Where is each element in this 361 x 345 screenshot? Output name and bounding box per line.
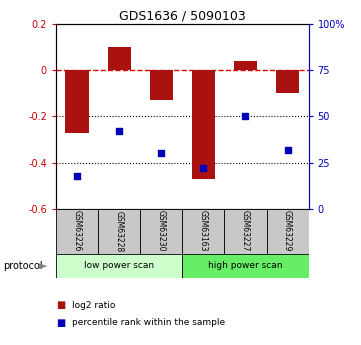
Text: protocol: protocol [4, 262, 43, 271]
Text: percentile rank within the sample: percentile rank within the sample [72, 318, 225, 327]
Bar [56, 254, 182, 278]
Text: GSM63163: GSM63163 [199, 210, 208, 252]
Bar [65, 70, 88, 132]
Bar [192, 70, 215, 179]
Point [158, 150, 164, 156]
Text: low power scan: low power scan [84, 261, 154, 270]
Bar [234, 61, 257, 70]
Point [285, 147, 291, 152]
Text: GSM63230: GSM63230 [157, 210, 166, 252]
Point [116, 128, 122, 134]
Text: GSM63227: GSM63227 [241, 210, 250, 252]
Bar [225, 209, 266, 254]
Point [243, 114, 248, 119]
Text: ►: ► [39, 262, 48, 271]
Bar [182, 254, 309, 278]
Bar [108, 47, 131, 70]
Point [200, 165, 206, 171]
Text: GSM63226: GSM63226 [73, 210, 82, 252]
Text: log2 ratio: log2 ratio [72, 301, 116, 310]
Bar [150, 70, 173, 100]
Text: high power scan: high power scan [208, 261, 283, 270]
Bar [182, 209, 225, 254]
Bar [98, 209, 140, 254]
Text: GSM63228: GSM63228 [115, 210, 123, 252]
Bar [140, 209, 182, 254]
Title: GDS1636 / 5090103: GDS1636 / 5090103 [119, 10, 246, 23]
Bar [276, 70, 299, 93]
Point [74, 173, 80, 178]
Bar [266, 209, 309, 254]
Text: ■: ■ [56, 318, 65, 327]
Text: GSM63229: GSM63229 [283, 210, 292, 252]
Text: ■: ■ [56, 300, 65, 310]
Bar [56, 209, 98, 254]
